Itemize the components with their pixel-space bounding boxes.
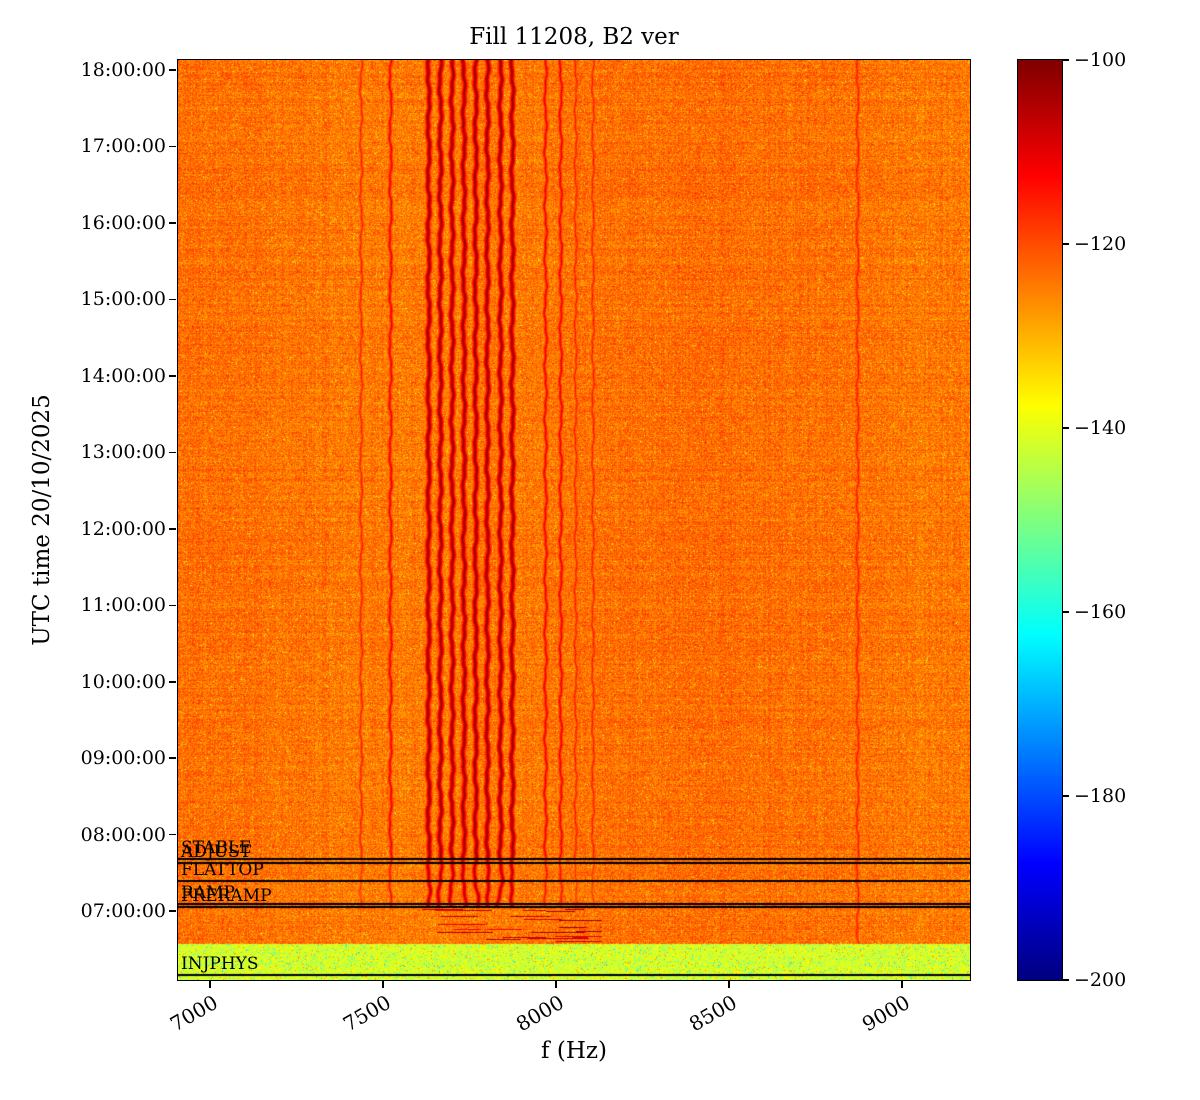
colorbar-tick-label: −120 bbox=[1074, 233, 1127, 255]
colorbar-tick bbox=[1063, 427, 1069, 429]
y-tick-label: 16:00:00 bbox=[80, 211, 166, 234]
colorbar-tick-label: −160 bbox=[1074, 601, 1127, 623]
y-tick-label: 07:00:00 bbox=[80, 900, 166, 923]
colorbar-gradient bbox=[1017, 59, 1063, 981]
beam-mode-label: STABLE bbox=[181, 838, 252, 859]
x-tick-label: 7000 bbox=[166, 990, 223, 1037]
beam-mode-label: RAMP bbox=[181, 883, 235, 904]
y-axis-tick bbox=[169, 451, 176, 454]
y-axis-tick bbox=[169, 910, 176, 912]
y-axis-tick bbox=[169, 833, 176, 836]
colorbar-tick-label: −180 bbox=[1074, 785, 1127, 807]
y-tick-label: 10:00:00 bbox=[80, 670, 166, 693]
x-axis-tick bbox=[901, 981, 903, 988]
y-tick-label: 09:00:00 bbox=[80, 747, 166, 770]
chart-title: Fill 11208, B2 ver bbox=[469, 24, 679, 50]
y-tick-label: 08:00:00 bbox=[80, 823, 166, 846]
y-axis-tick bbox=[169, 222, 176, 224]
y-axis-tick bbox=[169, 145, 176, 148]
y-tick-label: 17:00:00 bbox=[80, 135, 166, 158]
y-axis-tick bbox=[169, 757, 176, 759]
x-axis-tick bbox=[382, 981, 384, 988]
spectrogram-heatmap bbox=[177, 59, 971, 981]
y-tick-label: 14:00:00 bbox=[80, 364, 166, 387]
x-tick-label: 7500 bbox=[339, 990, 396, 1037]
colorbar-tick-label: −100 bbox=[1074, 49, 1127, 71]
y-tick-label: 11:00:00 bbox=[80, 594, 166, 617]
x-tick-label: 8500 bbox=[685, 990, 742, 1037]
y-axis-tick bbox=[169, 69, 176, 71]
x-tick-label: 8000 bbox=[512, 990, 569, 1037]
y-axis-tick bbox=[169, 298, 176, 301]
colorbar-tick-label: −140 bbox=[1074, 417, 1127, 439]
y-axis-tick bbox=[169, 528, 176, 530]
colorbar-tick bbox=[1063, 611, 1069, 613]
y-tick-label: 15:00:00 bbox=[80, 288, 166, 311]
y-tick-label: 12:00:00 bbox=[80, 517, 166, 540]
beam-mode-label: ADJUST bbox=[181, 842, 252, 862]
colorbar-tick bbox=[1063, 979, 1069, 981]
beam-mode-label: PRERAMP bbox=[181, 885, 272, 906]
y-axis-tick bbox=[169, 375, 176, 377]
colorbar-tick-label: −200 bbox=[1074, 969, 1127, 991]
x-tick-label: 9000 bbox=[858, 990, 915, 1037]
y-tick-label: 13:00:00 bbox=[80, 441, 166, 464]
x-axis-tick bbox=[555, 981, 557, 988]
beam-mode-label: FLATTOP bbox=[181, 859, 264, 880]
beam-mode-label: INJPHYS bbox=[181, 953, 259, 974]
colorbar-tick bbox=[1063, 795, 1069, 797]
y-tick-label: 18:00:00 bbox=[80, 59, 166, 82]
y-axis-tick bbox=[169, 681, 176, 683]
x-axis-label: f (Hz) bbox=[541, 1038, 607, 1064]
colorbar-tick bbox=[1063, 243, 1069, 245]
y-axis-tick bbox=[169, 604, 176, 607]
x-axis-tick bbox=[728, 981, 730, 988]
x-axis-tick bbox=[209, 981, 211, 988]
colorbar-tick bbox=[1063, 59, 1069, 61]
